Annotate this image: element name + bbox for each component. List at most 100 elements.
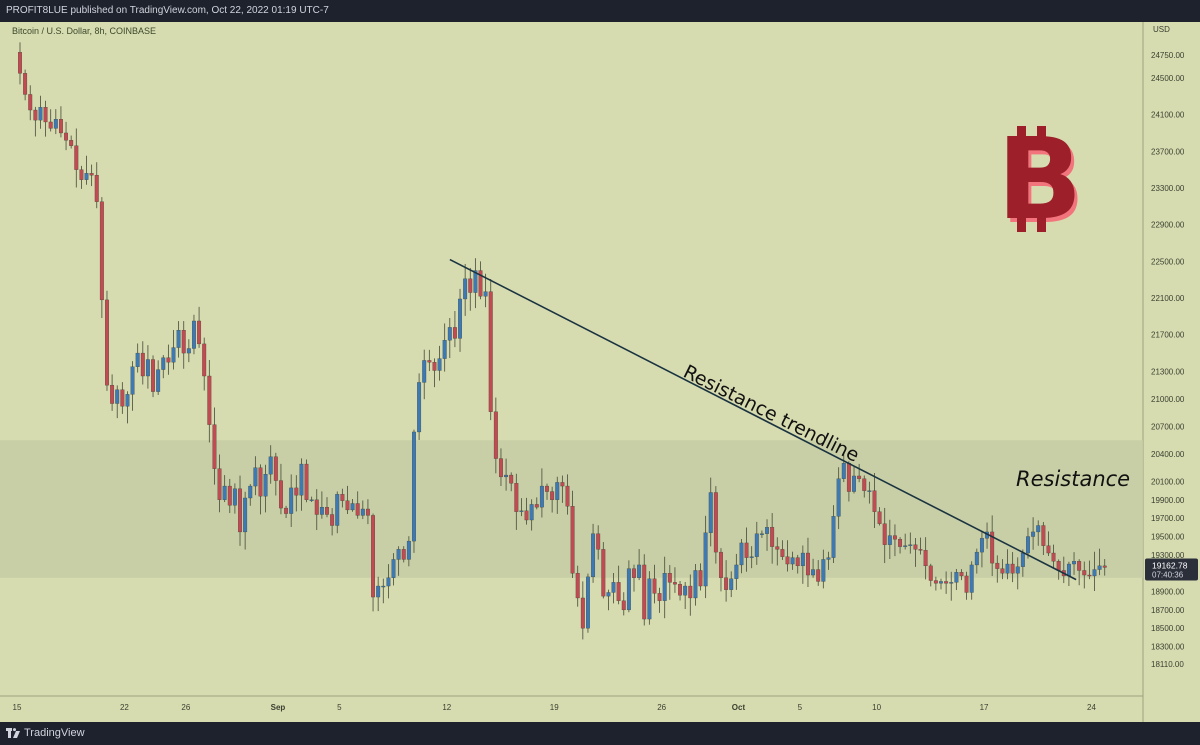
candle-body — [1041, 525, 1046, 546]
candle-body — [821, 559, 826, 582]
candle-body — [115, 389, 120, 404]
time-tick-label: 26 — [181, 703, 190, 712]
candle-body — [1046, 545, 1051, 554]
candle-body — [1051, 552, 1056, 562]
time-tick-label: 15 — [13, 703, 22, 712]
price-tick-label: 21300.00 — [1151, 367, 1185, 376]
candle-body — [857, 475, 862, 479]
candle-body — [729, 578, 734, 590]
candle-body — [616, 582, 621, 601]
candle-body — [1072, 561, 1076, 565]
candle-body — [43, 107, 48, 123]
candle-body — [872, 490, 877, 512]
time-axis: 15 22 26 Sep 5 12 19 26 Oct 5 10 17 24 — [13, 703, 1097, 712]
candle-body — [58, 119, 63, 134]
candle-body — [396, 549, 401, 560]
candle-body — [386, 577, 391, 587]
candle-body — [1036, 525, 1041, 533]
candle-body — [944, 581, 949, 584]
candle-body — [94, 174, 99, 202]
candle-body — [990, 531, 995, 564]
candle-body — [841, 462, 846, 479]
candle-body — [391, 559, 396, 578]
candle-body — [555, 482, 560, 500]
candle-body — [928, 565, 933, 581]
candle-body — [882, 523, 887, 545]
price-tick-label: 20100.00 — [1151, 477, 1185, 486]
candle-body — [1097, 565, 1102, 570]
candle-body — [637, 564, 642, 578]
footer-brand[interactable]: TradingView — [24, 727, 85, 739]
candle-body — [84, 173, 89, 180]
price-tick-label: 18900.00 — [1151, 588, 1185, 597]
btc-usd-chart[interactable]: Resistance trendline Resistance Bitcoin … — [0, 22, 1200, 722]
price-tick-label: 21700.00 — [1151, 331, 1185, 340]
footer-bar: TradingView — [0, 722, 1200, 745]
candlestick-series — [18, 42, 1107, 640]
candle-body — [355, 503, 360, 516]
resistance-trendline[interactable] — [449, 258, 1077, 581]
candle-body — [734, 564, 739, 579]
candle-body — [969, 564, 974, 593]
zone-label: Resistance — [1016, 467, 1130, 491]
candle-body — [591, 533, 596, 578]
candle-body — [422, 360, 427, 383]
candle-body — [248, 485, 253, 499]
price-tick-label: 19900.00 — [1151, 496, 1185, 505]
price-tick-label: 19300.00 — [1151, 551, 1185, 560]
candle-body — [698, 570, 703, 587]
candle-body — [222, 485, 227, 500]
candle-body — [918, 549, 923, 551]
candle-body — [161, 357, 166, 370]
candle-body — [181, 330, 186, 354]
candle-body — [688, 585, 693, 599]
candle-body — [289, 487, 294, 514]
candle-body — [719, 551, 723, 578]
candle-body — [846, 462, 851, 492]
candle-body — [110, 385, 115, 404]
candle-body — [759, 533, 764, 535]
candle-body — [862, 478, 867, 491]
candle-body — [325, 507, 329, 515]
candle-body — [586, 576, 590, 629]
candle-body — [713, 492, 718, 553]
time-tick-label: 19 — [550, 703, 559, 712]
candle-body — [913, 544, 918, 550]
candle-body — [775, 546, 780, 550]
candle-body — [519, 510, 524, 512]
candle-body — [903, 545, 908, 547]
candle-body — [529, 504, 534, 521]
candle-body — [442, 340, 447, 359]
time-tick-label: 17 — [980, 703, 989, 712]
last-price-value: 19162.78 — [1152, 560, 1188, 570]
price-tick-label: 21000.00 — [1151, 395, 1185, 404]
candle-body — [499, 458, 503, 478]
candle-body — [376, 585, 381, 598]
candle-body — [197, 320, 202, 345]
candle-body — [974, 551, 979, 566]
candle-body — [335, 494, 340, 526]
candle-body — [309, 499, 314, 501]
candle-body — [227, 485, 232, 506]
candle-body — [754, 533, 759, 557]
candle-body — [381, 585, 386, 588]
candle-body — [632, 568, 636, 578]
last-price-box — [1145, 558, 1198, 581]
plot-background — [0, 22, 1143, 696]
candle-body — [1087, 574, 1092, 577]
candle-body — [253, 467, 258, 487]
candle-body — [69, 140, 74, 146]
candle-body — [831, 516, 836, 558]
price-axis-background — [1143, 22, 1200, 722]
candle-body — [995, 562, 1000, 569]
candle-body — [626, 568, 631, 611]
candle-body — [238, 488, 242, 533]
candle-body — [949, 582, 954, 584]
candle-body — [330, 514, 335, 526]
candle-body — [964, 575, 969, 593]
candle-body — [447, 327, 452, 341]
candle-body — [667, 573, 672, 583]
candle-body — [478, 270, 483, 297]
candle-body — [437, 358, 442, 371]
candle-body — [765, 527, 769, 534]
